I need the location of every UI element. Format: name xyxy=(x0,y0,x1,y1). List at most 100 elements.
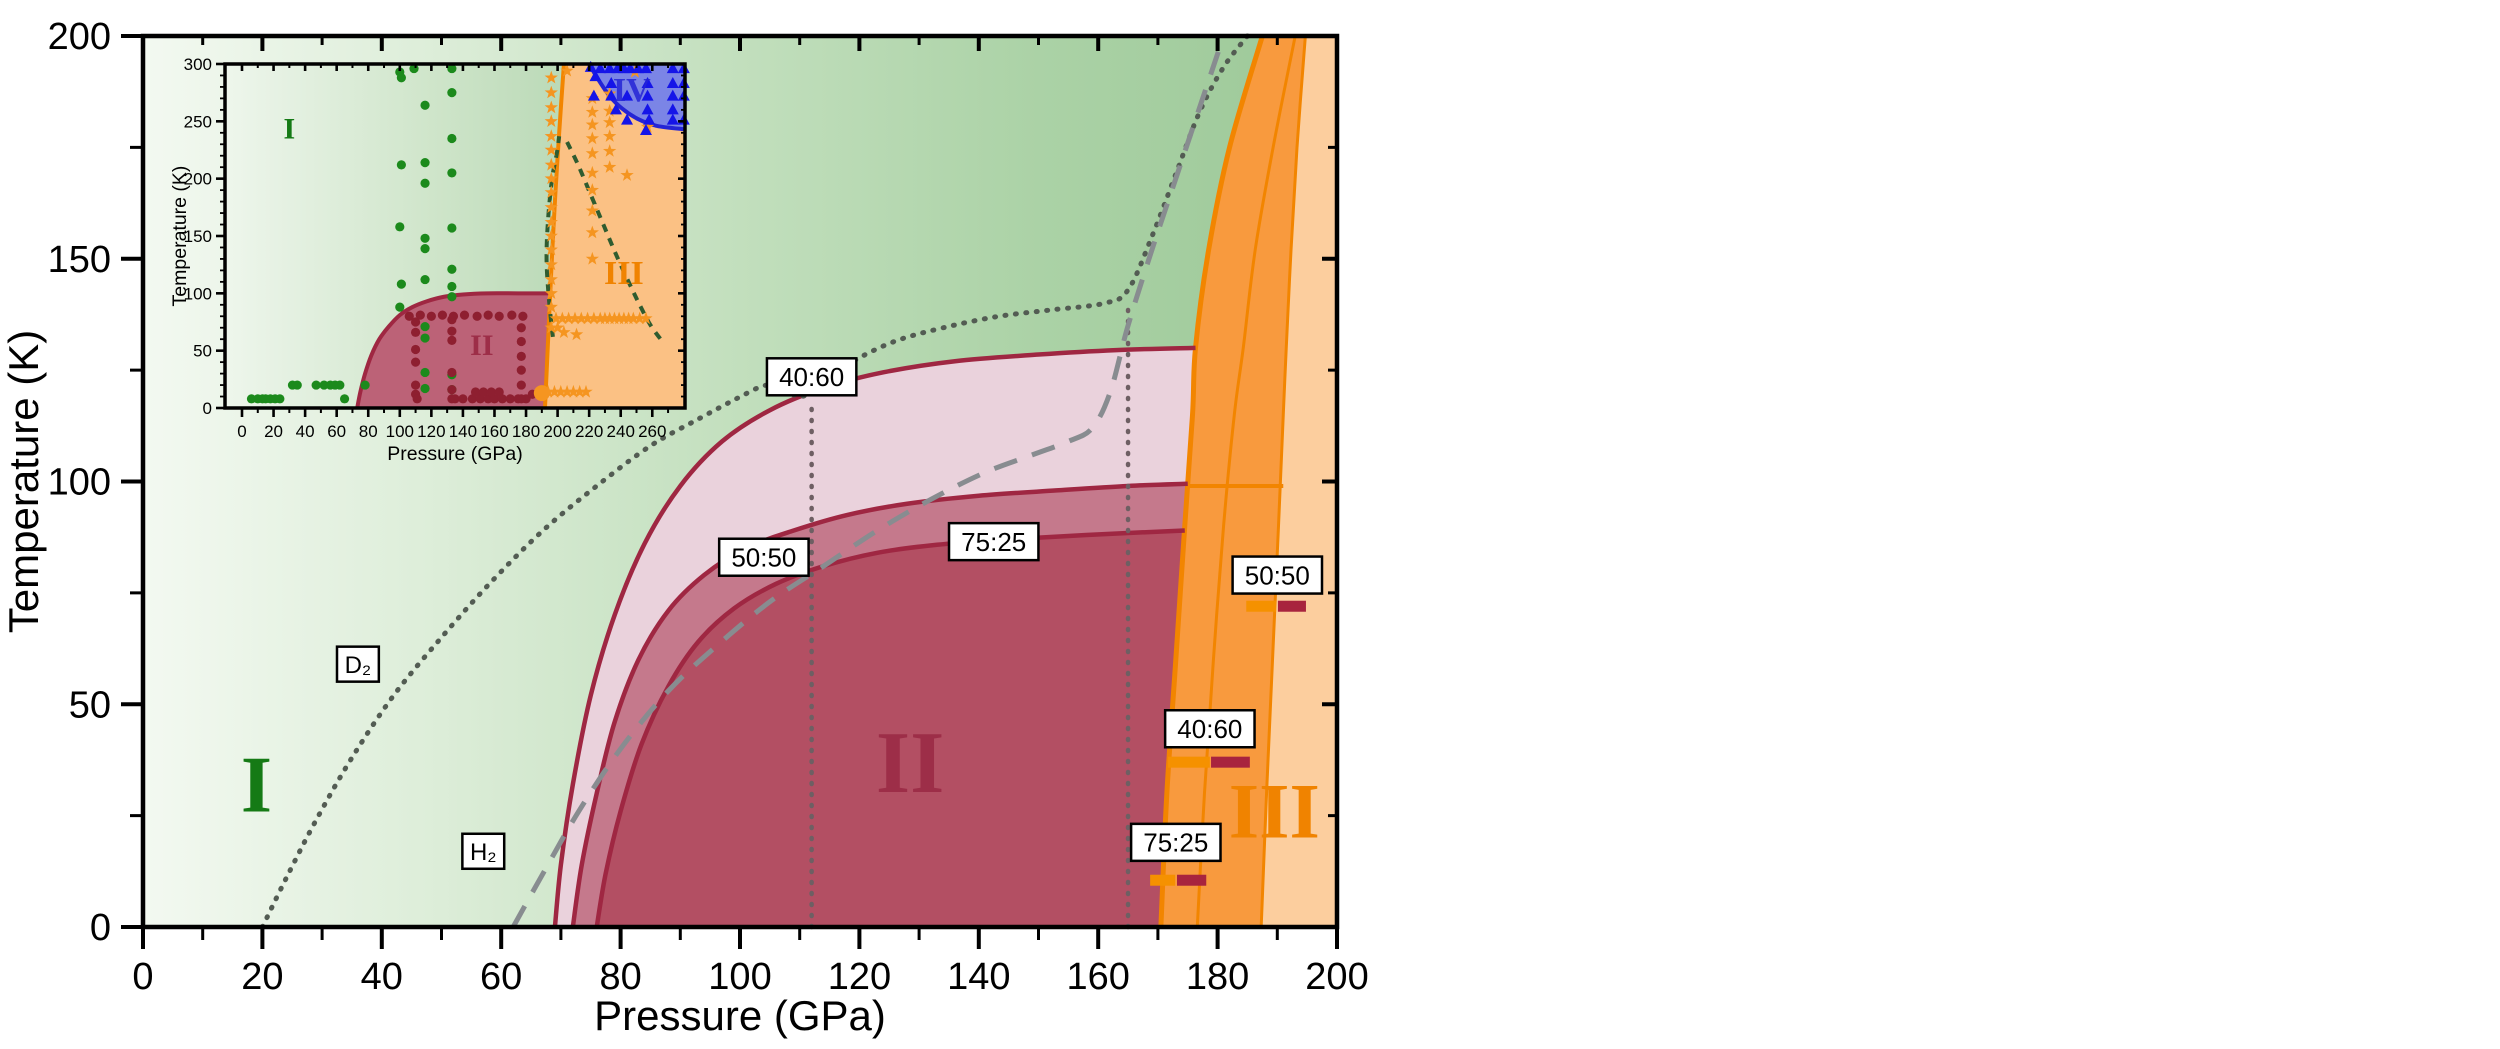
red-point xyxy=(518,311,528,321)
green-point xyxy=(311,380,321,390)
orange-star-point xyxy=(544,272,558,286)
green-point xyxy=(447,63,457,74)
red-point xyxy=(516,394,526,404)
green-point xyxy=(447,88,457,98)
blue-triangle-point xyxy=(666,62,679,74)
inset-y-tick-label: 50 xyxy=(193,342,212,361)
orange-star-point xyxy=(544,286,558,299)
main-axes: 0 20 40 60 80 100 120 140 160 180 200050100150200P… xyxy=(0,16,1369,1039)
green-point xyxy=(396,160,406,170)
green-point xyxy=(339,394,350,404)
curve-label-box xyxy=(1163,709,1256,749)
red-point xyxy=(450,394,460,404)
orange-star-point xyxy=(603,144,617,157)
red-point xyxy=(483,310,493,320)
phase3-line-b xyxy=(1259,35,1307,928)
orange-star-point xyxy=(598,311,612,325)
inset-region-IV xyxy=(589,63,686,130)
inset-x-tick-label: 120 xyxy=(417,422,445,441)
curve-label: 50:50 xyxy=(731,543,796,573)
orange-star-point xyxy=(568,311,582,325)
inset-x-tick-label: 180 xyxy=(512,422,540,441)
orange-star-point xyxy=(544,129,558,142)
red-point xyxy=(489,394,500,404)
orange-bar xyxy=(1246,600,1277,612)
x-tick-label: 200 xyxy=(1305,956,1368,998)
red-bar xyxy=(1211,756,1250,768)
red-point xyxy=(426,311,436,321)
orange-star-point xyxy=(633,311,647,325)
green-point xyxy=(395,302,405,312)
H2-melting-curve xyxy=(510,35,1226,929)
red-point xyxy=(478,387,489,397)
green-point xyxy=(420,321,430,332)
green-point xyxy=(420,333,430,343)
region-label-I: I xyxy=(241,742,272,830)
x-tick-label: 160 xyxy=(1066,956,1129,998)
orange-star-point xyxy=(544,257,558,271)
orange-star-point xyxy=(617,311,631,325)
x-tick-label: 140 xyxy=(947,956,1010,998)
label-H2-melting: H₂ xyxy=(461,832,506,871)
green-point xyxy=(420,367,430,378)
orange-star-point xyxy=(585,203,599,217)
inset-y-tick-label: 200 xyxy=(184,170,212,189)
x-tick-label: 80 xyxy=(599,956,641,998)
inset-data-points xyxy=(246,60,690,404)
orange-star-point xyxy=(620,168,634,181)
green-point xyxy=(447,133,457,144)
x-tick-label: 120 xyxy=(828,956,891,998)
orange-star-point xyxy=(603,129,617,142)
orange-dot-point xyxy=(533,385,550,402)
blue-triangle-point xyxy=(584,60,597,72)
blue-triangle-point xyxy=(641,103,654,115)
inset-region-label-III: III xyxy=(604,255,644,292)
green-point xyxy=(275,394,285,404)
inset-y-tick-label: 300 xyxy=(184,55,212,74)
red-point xyxy=(447,367,457,378)
inset-y-tick-label: 150 xyxy=(184,227,212,246)
red-point xyxy=(516,336,526,347)
orange-star-point xyxy=(603,311,617,325)
orange-star-point xyxy=(603,104,617,117)
orange-star-point xyxy=(573,384,587,398)
red-point xyxy=(437,310,448,320)
red-point xyxy=(459,310,470,320)
green-point xyxy=(420,100,430,110)
orange-star-point xyxy=(639,311,653,325)
blue-triangle-point xyxy=(641,89,654,101)
orange-star-point xyxy=(560,384,574,398)
curve-label-box xyxy=(947,521,1040,562)
red-point xyxy=(475,394,485,404)
blue-triangle-point xyxy=(624,62,637,74)
orange-star-point xyxy=(555,311,569,325)
green-point xyxy=(420,383,430,394)
blue-triangle-point xyxy=(621,113,634,125)
inset-x-tick-label: 100 xyxy=(386,422,414,441)
red-point xyxy=(467,394,477,404)
orange-star-point xyxy=(547,384,562,398)
x-axis-title: Pressure (GPa) xyxy=(594,992,886,1039)
blue-triangle-point xyxy=(641,76,654,88)
green-point xyxy=(396,73,406,83)
curve-label-box xyxy=(765,357,858,397)
orange-star-point xyxy=(566,384,580,398)
inset-region-II xyxy=(357,293,551,408)
inset-x-tick-label: 240 xyxy=(607,422,635,441)
red-bar xyxy=(1277,600,1306,612)
y-tick-label: 100 xyxy=(48,462,111,504)
orange-star-point xyxy=(585,225,599,239)
green-point xyxy=(360,380,370,390)
green-point xyxy=(447,292,457,302)
red-point xyxy=(507,310,517,320)
blue-triangle-point xyxy=(666,113,679,125)
marker-pair-40:60: 40:60 xyxy=(1163,709,1256,768)
green-point xyxy=(319,380,329,390)
orange-star-point xyxy=(544,320,558,334)
blue-triangle-point xyxy=(587,89,600,101)
phase-band-75:25 xyxy=(596,530,1185,927)
blue-triangle-point xyxy=(643,113,656,125)
label-75:25: 75:25 xyxy=(947,521,1040,562)
